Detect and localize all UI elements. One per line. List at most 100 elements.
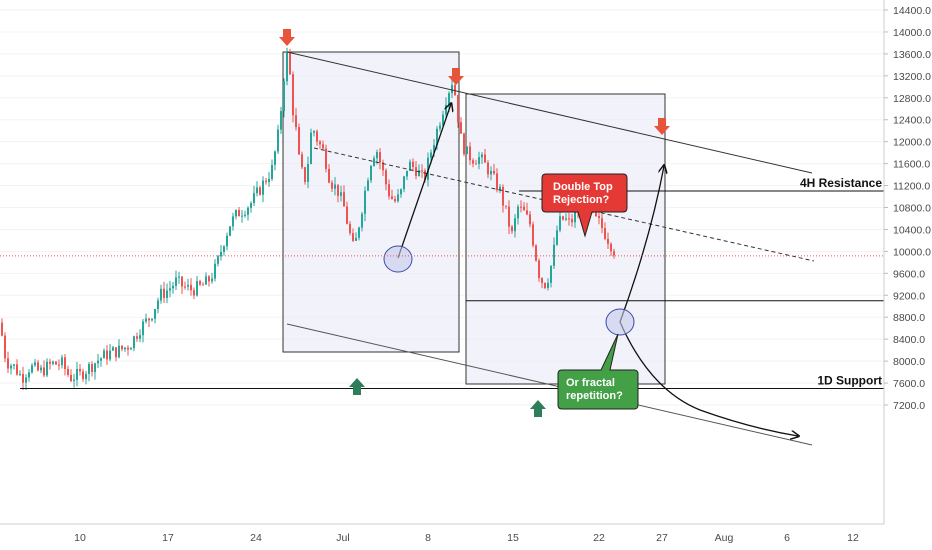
candle-body <box>595 211 597 217</box>
candle-body <box>358 227 360 238</box>
y-tick-label: 8800.0 <box>893 312 925 324</box>
candle-body <box>280 111 282 130</box>
candle-body <box>265 180 267 183</box>
candle-body <box>13 364 15 366</box>
x-tick-label: 24 <box>250 532 262 544</box>
up-arrow-icon <box>349 378 365 395</box>
candle-body <box>115 347 117 358</box>
candle-body <box>481 154 483 158</box>
y-tick-label: 12000.0 <box>893 137 931 149</box>
y-tick-label: 10000.0 <box>893 246 931 258</box>
candle-body <box>256 187 258 194</box>
candle-body <box>304 167 306 182</box>
candle-body <box>391 196 393 199</box>
candle-body <box>490 170 492 175</box>
candle-body <box>244 214 246 216</box>
candle-body <box>376 152 378 159</box>
candle-body <box>283 81 285 112</box>
candle-body <box>247 207 249 215</box>
candle-body <box>598 216 600 219</box>
candle-body <box>445 104 447 115</box>
candle-body <box>7 358 9 369</box>
candle-body <box>379 152 381 163</box>
candle-body <box>454 85 456 96</box>
candle-body <box>415 167 417 176</box>
candle-body <box>307 163 309 182</box>
candle-body <box>214 263 216 279</box>
candle-body <box>535 245 537 261</box>
price-axis-bg <box>884 0 932 550</box>
candle-body <box>403 176 405 190</box>
candle-body <box>364 190 366 214</box>
candle-body <box>139 335 141 339</box>
candle-body <box>241 215 243 217</box>
down-arrow-icon <box>448 68 464 85</box>
y-tick-label: 9600.0 <box>893 268 925 280</box>
candle-body <box>175 277 177 286</box>
candle-body <box>187 284 189 287</box>
candle-body <box>538 260 540 279</box>
candle-body <box>235 210 237 217</box>
candle-body <box>529 214 531 225</box>
candle-body <box>43 367 45 376</box>
candle-body <box>208 276 210 282</box>
candle-body <box>127 347 129 350</box>
candle-body <box>100 358 102 361</box>
y-tick-label: 12400.0 <box>893 115 931 127</box>
candle-body <box>103 350 105 359</box>
candle-body <box>412 161 414 168</box>
candle-body <box>19 373 21 375</box>
price-axis[interactable]: 14400.0 14000.0 13600.0 13200.0 12800.0 12400… <box>883 0 932 550</box>
candle-body <box>169 288 171 291</box>
candle-body <box>145 318 147 322</box>
candle-body <box>322 144 324 149</box>
candle-body <box>553 244 555 266</box>
y-tick-label: 10400.0 <box>893 224 931 236</box>
candle-body <box>607 238 609 244</box>
candle-body <box>217 256 219 264</box>
candle-body <box>85 373 87 380</box>
candle-body <box>502 186 504 206</box>
time-axis[interactable]: 10 17 24 Jul 8 15 22 27 Aug 6 12 <box>0 523 884 544</box>
candle-body <box>310 132 312 164</box>
candle-body <box>424 170 426 180</box>
candle-body <box>25 377 27 383</box>
down-arrow-icon <box>654 118 670 135</box>
candle-body <box>58 364 60 366</box>
candle-body <box>49 361 51 364</box>
candle-body <box>328 168 330 183</box>
candle-body <box>136 336 138 339</box>
candle-body <box>220 251 222 257</box>
y-tick-label: 9200.0 <box>893 290 925 302</box>
candle-body <box>226 235 228 247</box>
candle-body <box>160 288 162 301</box>
candle-body <box>442 114 444 126</box>
down-arrow-icon <box>279 29 295 46</box>
candle-body <box>292 74 294 116</box>
candle-body <box>67 369 69 375</box>
candle-body <box>340 192 342 196</box>
candle-body <box>343 192 345 207</box>
candle-body <box>334 184 336 189</box>
candle-body <box>352 233 354 241</box>
candle-body <box>163 288 165 298</box>
candle-body <box>382 162 384 171</box>
projection-arrow-left <box>397 104 451 259</box>
projection-arrow-up <box>619 166 664 323</box>
candle-body <box>487 162 489 175</box>
candle-body <box>418 170 420 176</box>
candle-body <box>574 211 576 223</box>
candle-body <box>349 223 351 234</box>
x-tick-label: 8 <box>425 532 431 544</box>
candle-body <box>130 348 132 350</box>
candle-body <box>613 251 615 256</box>
candle-body <box>610 243 612 252</box>
candle-body <box>478 157 480 164</box>
candle-body <box>157 300 159 310</box>
candle-body <box>40 367 42 371</box>
y-tick-label: 13200.0 <box>893 71 931 83</box>
bubble-double-top <box>541 173 628 238</box>
bubble-fractal <box>557 333 639 410</box>
fractal-box-left <box>282 51 460 353</box>
candle-body <box>397 194 399 202</box>
